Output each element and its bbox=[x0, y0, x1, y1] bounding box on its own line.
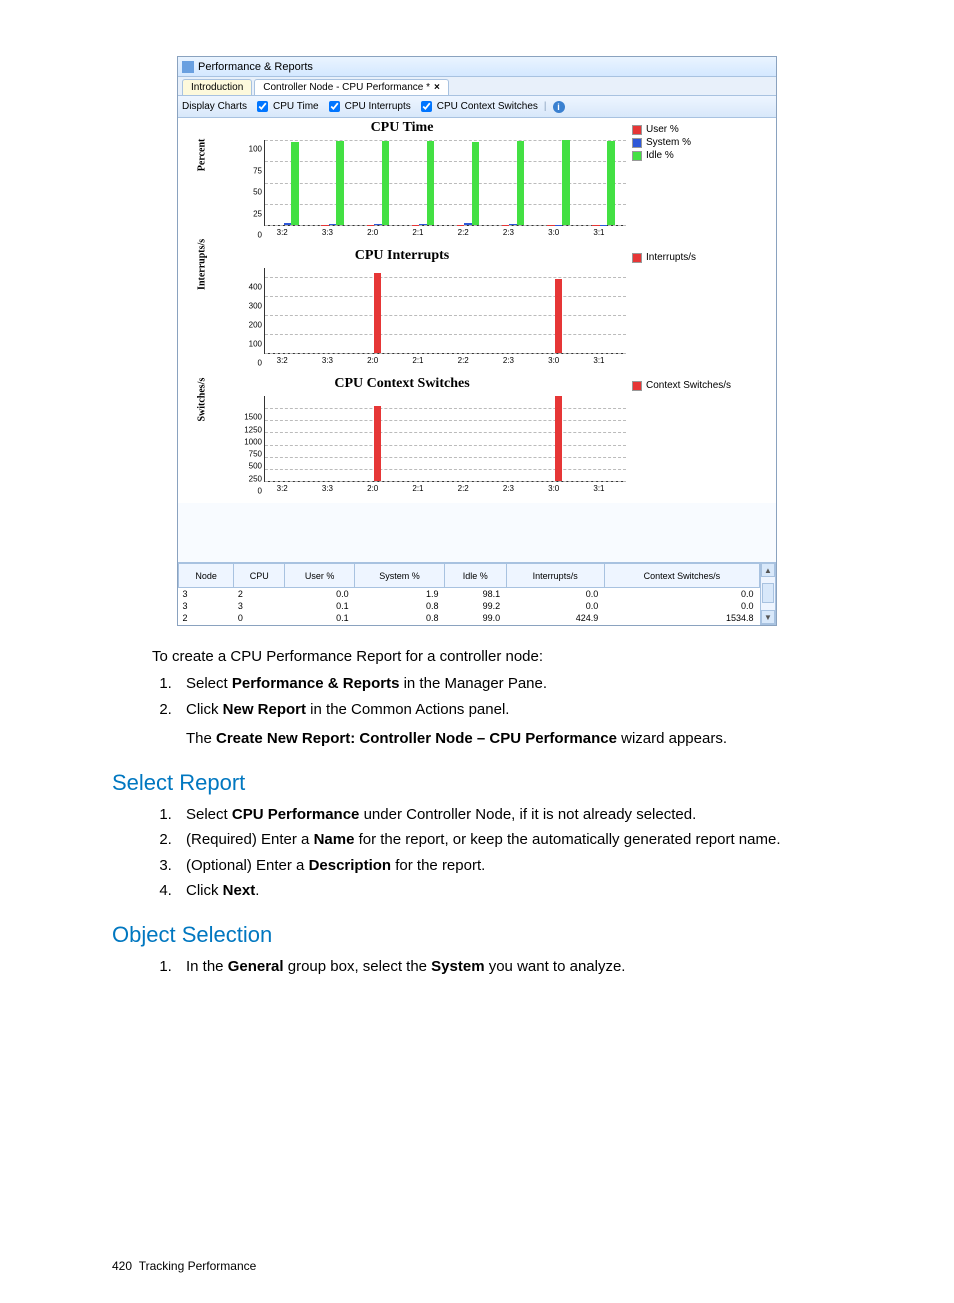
data-table: NodeCPUUser %System %Idle %Interrupts/sC… bbox=[178, 563, 760, 625]
column-header[interactable]: CPU bbox=[234, 564, 285, 588]
window-icon bbox=[182, 61, 194, 73]
display-charts-toolbar: Display Charts CPU Time CPU Interrupts C… bbox=[178, 95, 776, 118]
scroll-thumb[interactable] bbox=[762, 583, 774, 603]
column-header[interactable]: System % bbox=[355, 564, 445, 588]
cpu-context-chart: CPU Context Switches Switches/s 02505007… bbox=[178, 374, 776, 502]
intro-text: To create a CPU Performance Report for a… bbox=[152, 646, 898, 667]
window-titlebar: Performance & Reports bbox=[178, 57, 776, 77]
column-header[interactable]: Context Switches/s bbox=[604, 564, 759, 588]
tab-introduction[interactable]: Introduction bbox=[182, 79, 252, 95]
tab-bar: Introduction Controller Node - CPU Perfo… bbox=[178, 77, 776, 95]
column-header[interactable]: Idle % bbox=[444, 564, 506, 588]
charts-area: CPU Time Percent 0255075100 3:23:32:02:1… bbox=[178, 118, 776, 503]
table-scrollbar[interactable]: ▲ ▼ bbox=[760, 562, 776, 625]
select-report-steps: Select CPU Performance under Controller … bbox=[176, 802, 898, 904]
info-icon[interactable]: i bbox=[553, 101, 565, 113]
check-cpu-interrupts[interactable]: CPU Interrupts bbox=[325, 98, 411, 115]
data-table-wrap: NodeCPUUser %System %Idle %Interrupts/sC… bbox=[178, 562, 760, 625]
column-header[interactable]: Node bbox=[179, 564, 234, 588]
toolbar-label: Display Charts bbox=[182, 101, 247, 112]
object-selection-heading: Object Selection bbox=[112, 922, 898, 948]
check-cpu-time[interactable]: CPU Time bbox=[253, 98, 319, 115]
column-header[interactable]: User % bbox=[285, 564, 355, 588]
select-report-heading: Select Report bbox=[112, 770, 898, 796]
scroll-up-button[interactable]: ▲ bbox=[761, 563, 775, 577]
cpu-time-chart: CPU Time Percent 0255075100 3:23:32:02:1… bbox=[178, 118, 776, 246]
scroll-down-button[interactable]: ▼ bbox=[761, 610, 775, 624]
tab-close-icon[interactable]: × bbox=[434, 82, 440, 93]
check-cpu-context-switches[interactable]: CPU Context Switches bbox=[417, 98, 538, 115]
table-row[interactable]: 320.01.998.10.00.0 bbox=[179, 588, 760, 600]
table-row[interactable]: 210.40.998.70.00.0 bbox=[179, 624, 760, 626]
table-row[interactable]: 330.10.899.20.00.0 bbox=[179, 600, 760, 612]
column-header[interactable]: Interrupts/s bbox=[506, 564, 604, 588]
tab-cpu-performance[interactable]: Controller Node - CPU Performance * × bbox=[254, 79, 449, 95]
cpu-performance-screenshot: Performance & Reports Introduction Contr… bbox=[177, 56, 777, 626]
object-selection-steps: In the General group box, select the Sys… bbox=[176, 954, 898, 980]
intro-steps: Select Performance & Reports in the Mana… bbox=[176, 671, 898, 752]
cpu-interrupts-chart: CPU Interrupts Interrupts/s 010020030040… bbox=[178, 246, 776, 374]
window-title: Performance & Reports bbox=[198, 61, 313, 73]
table-row[interactable]: 200.10.899.0424.91534.8 bbox=[179, 612, 760, 624]
